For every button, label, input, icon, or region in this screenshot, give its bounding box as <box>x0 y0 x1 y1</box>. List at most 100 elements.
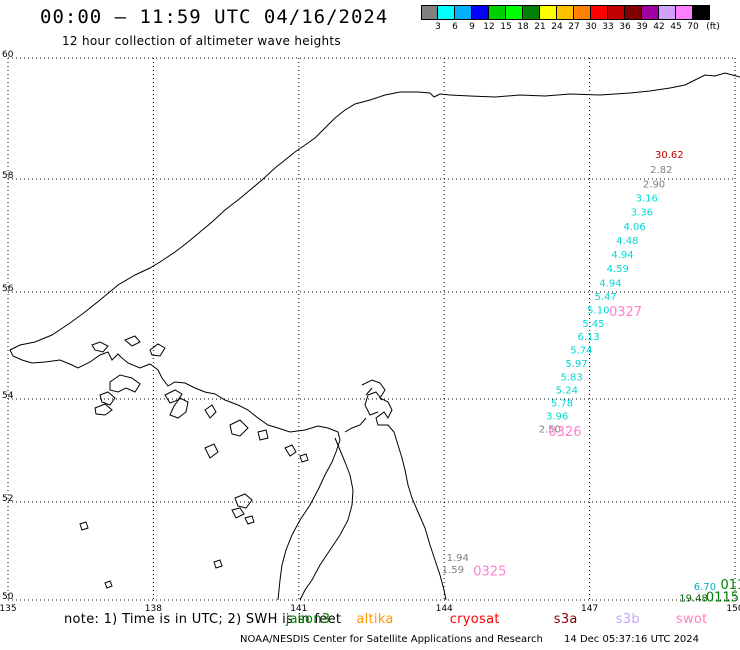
wave-height-label: 5.83 <box>561 372 583 383</box>
wave-height-label: 3.16 <box>636 194 658 205</box>
wave-height-label: 2.50 <box>539 424 561 435</box>
scale-swatch <box>676 5 693 20</box>
scale-swatch <box>659 5 676 20</box>
lat-tick-label: 58 <box>2 171 14 181</box>
scale-label: 12 <box>483 22 495 32</box>
wave-height-label: 6.70 <box>694 582 716 593</box>
sakhalin-island <box>344 379 447 601</box>
shantar-islands <box>79 335 309 589</box>
wave-height-label: 5.47 <box>594 292 616 303</box>
wave-height-color-scale: 3 6 9 12 15 18 21 24 27 30 33 36 39 42 45 70 (ft) <box>421 5 720 32</box>
mainland-coast <box>9 72 740 601</box>
wave-height-label: 1.59 <box>442 565 464 576</box>
scale-unit: (ft) <box>706 22 720 32</box>
lon-tick-label: 135 <box>0 604 17 614</box>
satellite-s3b: s3b <box>615 612 640 627</box>
lat-tick-label: 60 <box>2 50 14 60</box>
scale-label: 33 <box>602 22 614 32</box>
scale-label: 27 <box>568 22 580 32</box>
pass-ids: 0327 0326 0325 01160115 <box>473 305 740 605</box>
wave-height-label: 5.45 <box>582 319 604 330</box>
lat-tick-label: 52 <box>2 494 13 504</box>
scale-swatch <box>472 5 489 20</box>
satellite-legend: jason3 altika cryosat s3a s3b swot <box>286 612 708 627</box>
lon-tick-label: 141 <box>290 604 307 614</box>
wave-height-label: 19.48 <box>679 593 708 604</box>
scale-label: 70 <box>687 22 699 32</box>
scale-swatch <box>557 5 574 20</box>
wave-height-label: 4.94 <box>611 250 633 261</box>
scale-swatch <box>591 5 608 20</box>
wave-height-label: 30.62 <box>655 150 684 161</box>
sakhalin-west-coast <box>299 437 354 601</box>
scale-swatch <box>574 5 591 20</box>
scale-swatch <box>523 5 540 20</box>
scale-label: 18 <box>517 22 529 32</box>
lat-tick-label: 56 <box>2 284 14 294</box>
scale-swatch <box>421 5 438 20</box>
wave-height-label: 5.78 <box>551 399 573 410</box>
wave-height-label: 5.74 <box>570 346 592 357</box>
footer-note: note: 1) Time is in UTC; 2) SWH is in fe… <box>64 612 708 627</box>
wave-height-label: 3.96 <box>546 412 568 423</box>
scale-label: 36 <box>619 22 631 32</box>
scale-swatch <box>455 5 472 20</box>
scale-swatch <box>608 5 625 20</box>
wave-height-label: 5.97 <box>565 359 587 370</box>
pass-id-label: 0115 <box>706 590 739 605</box>
credit-line: NOAA/NESDIS Center for Satellite Applica… <box>240 634 699 645</box>
credit-text: NOAA/NESDIS Center for Satellite Applica… <box>240 634 543 645</box>
pass-id-label: 0327 <box>609 305 642 320</box>
coastline <box>9 72 740 601</box>
map-title: 00:00 — 11:59 UTC 04/16/2024 <box>40 6 389 28</box>
wave-height-label: 5.10 <box>587 305 609 316</box>
satellite-jason3: jason3 <box>285 612 331 627</box>
wave-height-label: 2.82 <box>650 165 672 176</box>
lon-tick-label: 147 <box>581 604 598 614</box>
scale-label: 21 <box>534 22 546 32</box>
lat-tick-label: 50 <box>2 592 14 602</box>
satellite-altika: altika <box>356 612 394 627</box>
scale-swatch <box>625 5 642 20</box>
wave-height-readings: 30.62 2.82 2.90 3.16 3.36 4.06 4.48 4.94 4.59 4.9… <box>442 150 716 605</box>
scale-label: 15 <box>500 22 512 32</box>
satellite-s3a: s3a <box>553 612 578 627</box>
lat-lon-grid: 135 138 141 144 147 150 50 52 54 56 58 60 <box>0 50 740 614</box>
scale-label: 30 <box>585 22 597 32</box>
wave-height-label: 6.13 <box>577 332 599 343</box>
scale-swatch <box>438 5 455 20</box>
scale-swatch <box>693 5 710 20</box>
lat-tick-label: 54 <box>2 391 14 401</box>
scale-swatch <box>642 5 659 20</box>
scale-label: 9 <box>469 22 475 32</box>
lon-tick-label: 144 <box>436 604 453 614</box>
satellite-cryosat: cryosat <box>449 612 500 627</box>
lon-tick-label: 150 <box>726 604 740 614</box>
wave-height-label: 2.90 <box>643 179 665 190</box>
wave-height-label: 4.48 <box>616 236 638 247</box>
scale-swatch <box>540 5 557 20</box>
scale-swatch <box>506 5 523 20</box>
wave-height-label: 4.59 <box>607 264 629 275</box>
wave-height-label: 5.24 <box>556 386 578 397</box>
scale-label: 6 <box>452 22 458 32</box>
scale-swatches <box>421 5 710 20</box>
note-text: note: 1) Time is in UTC; 2) SWH is in fe… <box>64 612 342 627</box>
pass-id-label: 0116 <box>720 578 740 593</box>
wave-height-label: 4.06 <box>624 222 646 233</box>
scale-label: 45 <box>670 22 682 32</box>
map-subtitle: 12 hour collection of altimeter wave hei… <box>62 34 341 48</box>
satellite-swot: swot <box>675 612 708 627</box>
lon-tick-label: 138 <box>145 604 162 614</box>
scale-labels: 3 6 9 12 15 18 21 24 27 30 33 36 39 42 45 70 (ft) <box>421 20 720 32</box>
wave-height-label: 4.94 <box>599 278 621 289</box>
timestamp: 14 Dec 05:37:16 UTC 2024 <box>564 634 700 645</box>
pass-id-label: 0326 <box>548 425 581 440</box>
pass-id-label: 0325 <box>473 565 506 580</box>
scale-label: 3 <box>435 22 441 32</box>
scale-label: 24 <box>551 22 563 32</box>
wave-height-label: 3.36 <box>631 208 653 219</box>
scale-label: 42 <box>653 22 665 32</box>
wave-height-label: 1.94 <box>447 553 469 564</box>
